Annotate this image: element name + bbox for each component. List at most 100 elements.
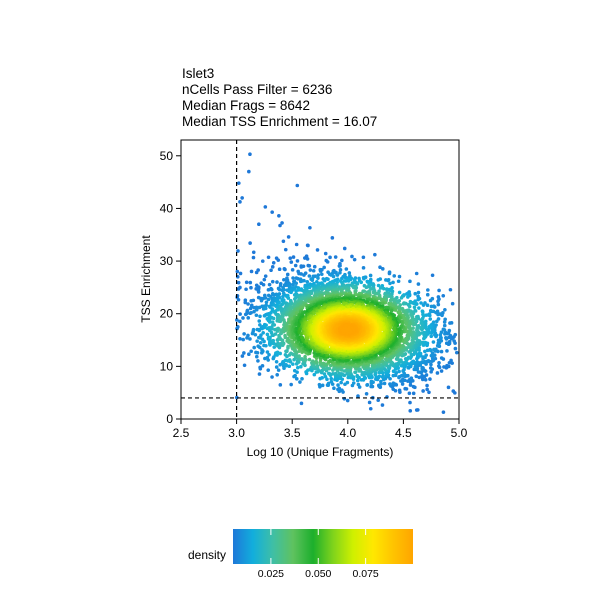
cell-point bbox=[413, 291, 418, 296]
cell-point bbox=[263, 306, 268, 311]
cell-point bbox=[361, 255, 366, 260]
cell-point bbox=[416, 290, 421, 295]
cell-point bbox=[450, 361, 454, 365]
cell-point bbox=[307, 264, 312, 268]
cell-point bbox=[340, 388, 344, 393]
cell-point bbox=[411, 391, 416, 396]
cell-point bbox=[449, 358, 453, 363]
cell-point bbox=[443, 317, 447, 322]
cell-point bbox=[257, 345, 262, 350]
cell-point bbox=[254, 307, 259, 312]
cell-point bbox=[316, 273, 321, 277]
cell-point bbox=[298, 380, 302, 384]
cell-point bbox=[295, 259, 300, 263]
cell-point bbox=[391, 381, 396, 385]
cell-point bbox=[429, 362, 433, 367]
cell-point bbox=[235, 318, 239, 322]
cell-point bbox=[411, 301, 416, 305]
cell-point bbox=[280, 308, 284, 313]
cell-point bbox=[421, 303, 426, 307]
cell-point bbox=[307, 285, 312, 290]
cell-point bbox=[407, 304, 412, 309]
cell-point bbox=[337, 386, 342, 391]
cell-point bbox=[251, 250, 256, 255]
cell-point bbox=[274, 365, 279, 369]
cell-point bbox=[293, 373, 297, 378]
cell-point bbox=[378, 265, 382, 270]
cell-point bbox=[253, 332, 258, 337]
cell-point bbox=[361, 266, 366, 270]
cell-point bbox=[269, 287, 274, 292]
cell-point bbox=[300, 357, 304, 361]
cell-point bbox=[406, 365, 410, 370]
cell-point bbox=[271, 338, 276, 343]
cell-point bbox=[242, 332, 246, 336]
cell-point bbox=[271, 316, 276, 321]
cell-point bbox=[303, 256, 307, 260]
cell-point bbox=[408, 383, 413, 387]
cell-point bbox=[391, 280, 395, 285]
cell-point bbox=[376, 398, 381, 403]
cell-point bbox=[409, 352, 414, 357]
cell-point bbox=[295, 183, 300, 188]
cell-point bbox=[448, 321, 452, 325]
cell-point bbox=[291, 282, 295, 287]
title-line-4: Median TSS Enrichment = 16.07 bbox=[182, 114, 377, 129]
cell-point bbox=[252, 345, 256, 350]
cell-point bbox=[244, 287, 248, 292]
cell-point bbox=[326, 381, 331, 386]
cell-point bbox=[414, 374, 419, 379]
cell-point bbox=[251, 298, 256, 303]
cell-point bbox=[265, 350, 270, 354]
cell-point bbox=[270, 265, 275, 269]
cell-point bbox=[322, 278, 327, 283]
cell-point bbox=[312, 372, 317, 377]
cell-point bbox=[241, 316, 245, 320]
cell-point bbox=[260, 364, 265, 368]
cell-point bbox=[422, 336, 426, 341]
cell-point bbox=[289, 290, 293, 295]
cell-point bbox=[431, 340, 436, 344]
cell-point bbox=[407, 391, 412, 396]
cell-point bbox=[439, 369, 444, 373]
cell-point bbox=[293, 297, 297, 301]
cell-point bbox=[441, 410, 446, 414]
cell-point bbox=[333, 255, 338, 259]
cell-point bbox=[423, 377, 428, 382]
cell-point bbox=[345, 380, 350, 385]
cell-point bbox=[340, 276, 344, 281]
cell-point bbox=[263, 205, 268, 209]
cell-point bbox=[320, 383, 325, 388]
cell-point bbox=[439, 349, 444, 354]
cell-point bbox=[353, 370, 358, 374]
cell-point bbox=[417, 345, 421, 350]
cell-point bbox=[297, 354, 301, 358]
cell-point bbox=[274, 359, 279, 364]
cell-point bbox=[416, 297, 420, 302]
cell-point bbox=[406, 355, 411, 360]
cell-point bbox=[362, 276, 366, 281]
cell-point bbox=[428, 377, 432, 381]
cell-point bbox=[275, 280, 279, 284]
cell-point bbox=[261, 331, 265, 335]
cell-point bbox=[414, 271, 419, 276]
cell-point bbox=[243, 300, 248, 305]
cell-point bbox=[315, 248, 320, 252]
cell-point bbox=[424, 353, 428, 357]
cell-point bbox=[450, 301, 455, 306]
cell-point bbox=[439, 330, 444, 335]
cell-point bbox=[286, 296, 291, 300]
cell-point bbox=[292, 357, 296, 362]
cell-point bbox=[332, 386, 336, 391]
cell-point bbox=[443, 332, 447, 336]
cell-point bbox=[262, 339, 266, 344]
cell-point bbox=[278, 351, 282, 356]
cell-point bbox=[392, 326, 396, 331]
cell-point bbox=[296, 288, 301, 292]
cell-point bbox=[397, 388, 402, 393]
cell-point bbox=[270, 375, 274, 379]
cell-point bbox=[388, 382, 392, 386]
cell-point bbox=[427, 390, 431, 395]
cell-point bbox=[316, 276, 320, 280]
cell-point bbox=[288, 256, 293, 260]
